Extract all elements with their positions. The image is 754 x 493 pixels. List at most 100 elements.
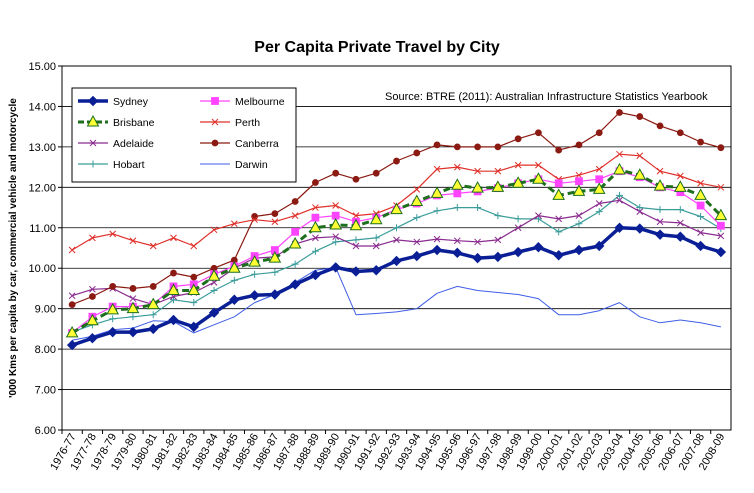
legend-label-hobart: Hobart: [113, 159, 145, 171]
y-tick-label: 12.00: [28, 182, 56, 194]
data-point-hobart: [109, 315, 117, 323]
data-point-brisbane: [86, 313, 99, 326]
data-point-hobart: [170, 296, 177, 304]
data-point-hobart: [575, 220, 583, 228]
data-point-hobart: [636, 204, 644, 212]
legend-label-perth: Perth: [235, 117, 260, 129]
data-point-sydney: [472, 252, 483, 264]
data-point-brisbane: [633, 168, 647, 180]
data-point-brisbane: [410, 194, 424, 206]
data-point-sydney: [573, 244, 585, 256]
data-point-perth: [129, 237, 137, 245]
data-point-canberra: [474, 143, 481, 151]
data-point-canberra: [372, 169, 380, 177]
data-point-canberra: [393, 157, 400, 165]
y-tick-label: 10.00: [28, 263, 56, 275]
data-point-sydney: [127, 326, 139, 338]
data-point-sydney: [492, 251, 504, 263]
series-brisbane: [65, 162, 728, 338]
data-point-brisbane: [532, 172, 545, 184]
data-point-adelaide: [129, 295, 137, 302]
data-point-sydney: [350, 266, 362, 277]
data-point-adelaide: [514, 224, 522, 232]
data-point-hobart: [352, 236, 360, 244]
legend-marker-melbourne: [211, 97, 219, 105]
data-point-perth: [352, 212, 360, 219]
data-point-brisbane: [430, 186, 444, 198]
data-point-sydney: [289, 279, 301, 290]
data-point-adelaide: [535, 212, 542, 219]
data-point-sydney: [654, 229, 666, 240]
data-point-hobart: [474, 204, 482, 212]
data-point-adelaide: [68, 292, 76, 300]
data-point-perth: [717, 183, 725, 191]
data-point-perth: [190, 242, 198, 250]
data-point-canberra: [149, 283, 157, 290]
data-point-melbourne: [575, 177, 583, 186]
data-point-adelaide: [555, 215, 563, 223]
data-point-sydney: [391, 255, 402, 267]
data-point-brisbane: [167, 283, 180, 295]
data-point-perth: [291, 212, 299, 219]
data-point-adelaide: [595, 200, 603, 207]
data-point-perth: [170, 234, 177, 242]
data-point-sydney: [431, 244, 443, 256]
data-point-brisbane: [471, 181, 484, 193]
data-point-hobart: [271, 268, 279, 276]
data-point-brisbane: [369, 212, 383, 225]
data-point-brisbane: [146, 297, 160, 310]
data-point-canberra: [312, 179, 319, 186]
data-point-brisbane: [673, 180, 687, 192]
data-point-perth: [230, 220, 238, 228]
data-point-canberra: [616, 109, 623, 116]
data-point-brisbane: [491, 180, 505, 192]
data-point-brisbane: [329, 217, 343, 230]
data-point-perth: [676, 172, 684, 180]
data-point-adelaide: [474, 238, 481, 246]
data-point-adelaide: [352, 242, 360, 250]
series-sydney: [66, 222, 727, 351]
data-point-adelaide: [332, 233, 340, 241]
data-point-sydney: [695, 240, 706, 252]
data-point-perth: [149, 242, 157, 250]
y-tick-label: 11.00: [29, 223, 56, 235]
data-point-brisbane: [572, 184, 586, 196]
data-point-brisbane: [390, 202, 403, 215]
data-point-perth: [413, 186, 421, 193]
data-point-hobart: [129, 313, 137, 321]
data-point-canberra: [717, 144, 725, 152]
data-point-hobart: [332, 238, 340, 246]
data-point-canberra: [170, 269, 177, 277]
data-point-perth: [68, 246, 76, 254]
data-point-hobart: [656, 206, 664, 214]
data-point-sydney: [594, 240, 605, 252]
legend-marker-canberra: [211, 139, 219, 147]
source-note: Source: BTRE (2011): Australian Infrastr…: [385, 91, 708, 103]
data-point-sydney: [269, 289, 281, 300]
data-point-hobart: [413, 214, 421, 222]
data-point-perth: [595, 165, 603, 173]
series-darwin: [72, 266, 721, 341]
data-point-sydney: [66, 339, 78, 351]
data-point-adelaide: [717, 232, 725, 240]
data-point-melbourne: [716, 221, 725, 230]
data-point-brisbane: [511, 176, 525, 188]
data-point-brisbane: [187, 283, 201, 295]
data-point-hobart: [291, 260, 299, 268]
data-point-adelaide: [697, 229, 704, 236]
data-point-sydney: [411, 250, 422, 262]
data-point-canberra: [595, 129, 603, 137]
series-group: [65, 109, 728, 351]
legend-marker-adelaide: [89, 139, 97, 147]
data-point-perth: [89, 234, 96, 242]
data-point-adelaide: [656, 218, 664, 226]
y-tick-label: 7.00: [35, 385, 56, 397]
data-point-brisbane: [450, 178, 464, 190]
data-point-hobart: [393, 224, 400, 232]
data-point-perth: [697, 179, 704, 187]
data-point-brisbane: [552, 188, 566, 200]
data-point-brisbane: [309, 220, 322, 233]
data-point-brisbane: [227, 261, 241, 273]
y-axis-label: '000 Kms per capita by car, commercial v…: [8, 98, 19, 398]
